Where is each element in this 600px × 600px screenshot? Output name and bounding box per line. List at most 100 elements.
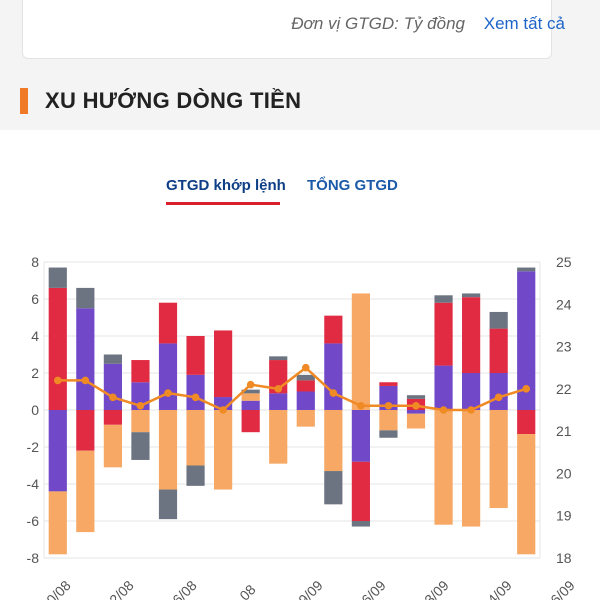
- bar-segment: [462, 410, 481, 527]
- bar-segment: [241, 393, 260, 401]
- bar-segment: [103, 410, 122, 425]
- left-tick-label: 8: [31, 254, 39, 270]
- bar-segment: [324, 471, 343, 505]
- trend-point: [81, 376, 90, 385]
- right-tick-label: 21: [556, 423, 572, 439]
- bar-segment: [434, 365, 453, 410]
- tab-matched-volume[interactable]: GTGD khớp lệnh: [166, 177, 286, 194]
- trend-point: [522, 385, 531, 393]
- bar-segment: [434, 302, 453, 366]
- bar-segment: [517, 267, 536, 272]
- trend-line: [57, 366, 527, 412]
- trend-point: [164, 389, 172, 397]
- bar-segment: [186, 410, 205, 466]
- bar-segment: [379, 430, 398, 438]
- bar-segment: [48, 410, 67, 492]
- bar-segment: [406, 410, 426, 414]
- bar-segment: [296, 391, 315, 410]
- view-all-link[interactable]: Xem tất cả: [483, 14, 565, 33]
- trend-point: [467, 406, 475, 414]
- bar-segment: [131, 360, 150, 383]
- bar-segment: [462, 297, 481, 373]
- bar-segment: [379, 385, 398, 410]
- trend-point: [191, 393, 200, 402]
- bar-segment: [379, 382, 398, 386]
- trend-point: [412, 401, 420, 410]
- x-tick-label: 6/08: [169, 577, 200, 600]
- left-tick-label: 2: [31, 365, 39, 381]
- bar-segment: [158, 343, 178, 410]
- bar-segment: [351, 293, 370, 410]
- left-tick-label: -6: [27, 513, 40, 529]
- bar-segment: [131, 410, 150, 433]
- bar-segment: [241, 389, 260, 394]
- bar-segment: [103, 354, 122, 364]
- trend-point: [439, 406, 448, 414]
- bar-segment: [269, 410, 288, 464]
- right-tick-label: 19: [556, 508, 572, 524]
- bar-segment: [76, 410, 95, 451]
- bar-segment: [489, 328, 508, 373]
- bar-segment: [214, 410, 233, 490]
- x-tick-label: 0/08: [43, 577, 74, 600]
- x-tick-label: 6/09: [547, 577, 578, 600]
- bar-segment: [269, 393, 288, 410]
- bar-segment: [324, 343, 343, 410]
- bar-segment: [131, 432, 150, 460]
- bar-segment: [158, 489, 178, 520]
- x-tick-label: 3/09: [421, 577, 452, 600]
- x-tick-label: 4/09: [484, 577, 515, 600]
- bar-segment: [324, 410, 343, 472]
- bar-segment: [324, 315, 343, 344]
- trend-point: [494, 393, 503, 402]
- section-title: XU HƯỚNG DÒNG TIỀN: [45, 88, 302, 113]
- bar-segment: [489, 410, 508, 509]
- bar-segment: [186, 374, 205, 410]
- bar-segment: [462, 293, 481, 298]
- bar-segment: [103, 424, 122, 468]
- summary-card: Đơn vị GTGD: Tỷ đồng Xem tất cả: [22, 0, 565, 59]
- left-tick-label: -4: [27, 476, 40, 492]
- bar-segment: [158, 410, 178, 490]
- bar-segment: [48, 491, 67, 555]
- bar-segment: [48, 287, 67, 410]
- trend-point: [384, 401, 393, 410]
- tab-total-volume[interactable]: TỔNG GTGD: [307, 177, 398, 194]
- right-tick-label: 24: [556, 296, 572, 312]
- bar-segment: [241, 410, 260, 433]
- bar-segment: [489, 311, 508, 329]
- right-tick-label: 25: [556, 254, 572, 270]
- unit-note: Đơn vị GTGD: Tỷ đồng: [291, 14, 465, 33]
- bar-segment: [296, 380, 315, 392]
- right-tick-label: 22: [556, 381, 572, 397]
- bar-segment: [379, 410, 398, 431]
- bar-segment: [241, 400, 260, 410]
- bar-segment: [158, 302, 178, 344]
- bar-segment: [296, 374, 315, 381]
- bar-segment: [269, 356, 288, 361]
- bar-segment: [103, 363, 122, 410]
- left-tick-label: -2: [27, 439, 40, 455]
- left-tick-label: 6: [31, 291, 39, 307]
- bar-segment: [434, 295, 453, 303]
- bar-segment: [296, 410, 315, 427]
- right-tick-label: 23: [556, 339, 572, 355]
- bar-segment: [489, 373, 508, 410]
- bar-segment: [517, 271, 536, 410]
- bar-segment: [517, 434, 536, 555]
- trend-point: [53, 376, 62, 385]
- left-tick-label: -8: [27, 550, 40, 566]
- trend-point: [357, 401, 365, 410]
- trend-point: [274, 385, 283, 393]
- section-accent-bar: [20, 88, 28, 114]
- active-tab-underline: [166, 202, 280, 205]
- trend-point: [109, 393, 117, 402]
- trend-point: [219, 406, 227, 414]
- bar-segment: [214, 330, 233, 398]
- bar-segment: [186, 336, 205, 375]
- trend-point: [329, 389, 338, 397]
- trend-point: [301, 363, 310, 372]
- bar-segment: [48, 267, 67, 288]
- left-tick-label: 0: [31, 402, 39, 418]
- right-tick-label: 20: [556, 465, 572, 481]
